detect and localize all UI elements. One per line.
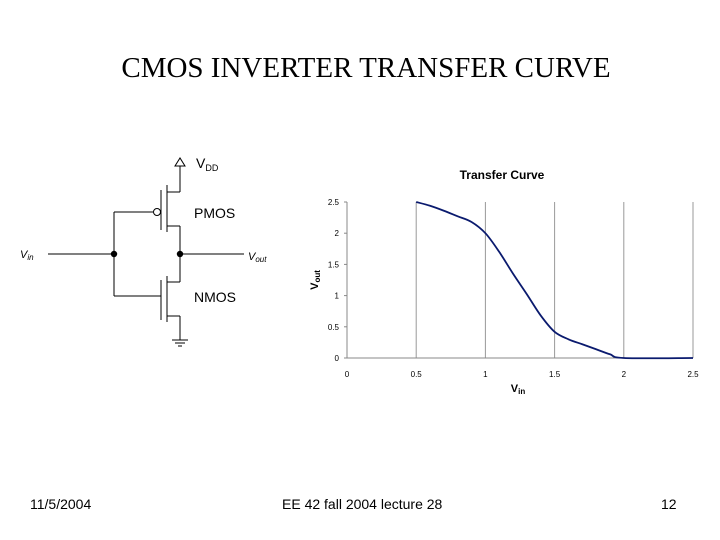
y-tick-label: 1 (335, 292, 340, 301)
page-number: 12 (661, 496, 677, 512)
slide-title: CMOS INVERTER TRANSFER CURVE (121, 52, 611, 84)
y-tick-label: 0.5 (328, 323, 340, 332)
vdd-label: VDD (196, 155, 219, 173)
x-tick-label: 2.5 (687, 370, 699, 379)
y-tick-label: 0 (335, 354, 340, 363)
x-tick-label: 2 (622, 370, 627, 379)
pmos-gate-bubble (153, 208, 161, 216)
vout-label: Vout (248, 251, 267, 264)
footer-course: EE 42 fall 2004 lecture 28 (282, 496, 443, 512)
y-tick-label: 2 (335, 229, 340, 238)
x-tick-label: 0 (345, 370, 350, 379)
x-tick-label: 1.5 (549, 370, 561, 379)
pmos-label: PMOS (194, 205, 235, 221)
nmos-transistor (114, 254, 181, 340)
footer-date: 11/5/2004 (30, 496, 92, 512)
y-tick-label: 1.5 (328, 260, 340, 269)
transfer-curve-line (415, 201, 694, 360)
chart-title: Transfer Curve (460, 168, 545, 182)
vin-node-dot (110, 250, 118, 258)
x-tick-label: 0.5 (411, 370, 423, 379)
grid-lines (415, 202, 694, 358)
vin-label: Vin (20, 249, 34, 262)
x-axis-label: Vin (511, 383, 526, 396)
tick-labels: 0 0.5 1 1.5 2 2.5 0 0.5 1 1.5 2 2.5 (328, 198, 699, 379)
pmos-transistor (114, 185, 181, 254)
nmos-label: NMOS (194, 289, 236, 305)
ground-icon (172, 339, 188, 347)
y-axis-label: Vout (309, 270, 322, 290)
y-tick-label: 2.5 (328, 198, 340, 207)
plot-area (347, 202, 693, 358)
x-tick-label: 1 (483, 370, 488, 379)
